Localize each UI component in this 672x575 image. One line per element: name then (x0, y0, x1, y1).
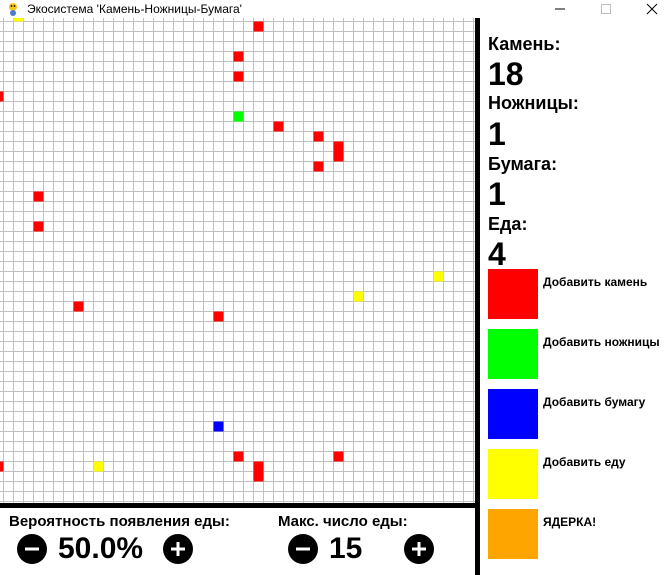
cell-stone (313, 161, 324, 172)
cell-stone (333, 451, 344, 462)
plus-circle-icon (171, 542, 185, 556)
food-probability-value: 50.0% (58, 532, 144, 565)
cell-food (13, 18, 24, 22)
cell-stone (253, 461, 264, 472)
cell-scissors (233, 111, 244, 122)
cell-stone (0, 91, 4, 102)
cell-stone (333, 151, 344, 162)
add-stone-button[interactable] (488, 269, 538, 319)
cell-stone (273, 121, 284, 132)
minus-circle-icon (25, 547, 39, 551)
add-paper-label[interactable]: Добавить бумагу (543, 395, 646, 409)
max-food-value: 15 (329, 532, 363, 565)
cell-stone (253, 21, 264, 32)
max-food-increase-button[interactable] (404, 534, 434, 564)
maximize-icon (601, 4, 611, 14)
add-stone-label[interactable]: Добавить камень (543, 275, 648, 289)
cell-paper (213, 421, 224, 432)
close-icon (646, 3, 658, 15)
cell-food (93, 461, 104, 472)
scissors-count-label: Ножницы: (488, 93, 579, 113)
cell-stone (233, 51, 244, 62)
cell-stone (213, 311, 224, 322)
nuke-label[interactable]: ЯДЕРКА! (543, 515, 597, 529)
cell-stone (313, 131, 324, 142)
vertical-divider (475, 18, 480, 575)
paper-count-value: 1 (488, 176, 506, 212)
plus-circle-icon (412, 542, 426, 556)
max-food-label: Макс. число еды: (278, 513, 408, 530)
grid-canvas[interactable] (0, 18, 475, 504)
close-button[interactable] (632, 0, 672, 18)
cell-food (433, 271, 444, 282)
pygame-snake-icon (9, 3, 17, 16)
food-count-value: 4 (488, 236, 506, 272)
food-probability-increase-button[interactable] (163, 534, 193, 564)
cell-stone (33, 191, 44, 202)
simulation-grid[interactable] (0, 18, 475, 504)
minus-circle-icon (296, 547, 310, 551)
cell-stone (33, 221, 44, 232)
add-food-button[interactable] (488, 449, 538, 499)
cell-food (353, 291, 364, 302)
cell-stone (253, 471, 264, 482)
cell-stone (233, 451, 244, 462)
cell-stone (233, 71, 244, 82)
nuke-button[interactable] (488, 509, 538, 559)
minimize-button[interactable] (540, 0, 580, 18)
food-count-label: Еда: (488, 214, 528, 234)
max-food-decrease-button[interactable] (288, 534, 318, 564)
maximize-button[interactable] (586, 0, 626, 18)
food-probability-decrease-button[interactable] (17, 534, 47, 564)
food-probability-label: Вероятность появления еды: (9, 513, 230, 530)
add-food-label[interactable]: Добавить еду (543, 455, 626, 469)
stone-count-value: 18 (488, 56, 524, 92)
horizontal-divider (0, 503, 475, 508)
title-bar: Экосистема 'Камень-Ножницы-Бумага' (0, 0, 672, 18)
scissors-count-value: 1 (488, 116, 506, 152)
cell-stone (73, 301, 84, 312)
window-title: Экосистема 'Камень-Ножницы-Бумага' (27, 2, 242, 16)
add-paper-button[interactable] (488, 389, 538, 439)
paper-count-label: Бумага: (488, 154, 558, 174)
add-scissors-button[interactable] (488, 329, 538, 379)
minimize-icon (555, 8, 565, 10)
stone-count-label: Камень: (488, 34, 561, 54)
cell-stone (0, 461, 4, 472)
add-scissors-label[interactable]: Добавить ножницы (543, 335, 660, 349)
cell-stone (333, 141, 344, 152)
